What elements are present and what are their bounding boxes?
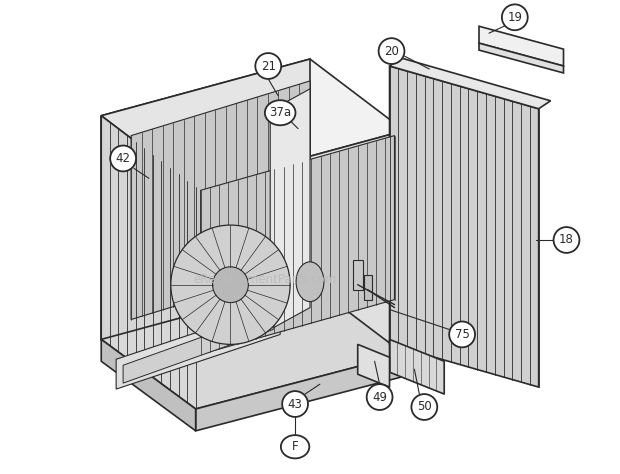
Circle shape: [213, 267, 249, 302]
Polygon shape: [364, 275, 371, 300]
Circle shape: [502, 4, 528, 30]
Polygon shape: [116, 305, 280, 389]
Circle shape: [255, 53, 281, 79]
Circle shape: [379, 38, 404, 64]
Polygon shape: [123, 311, 273, 383]
Polygon shape: [196, 131, 404, 409]
Text: 50: 50: [417, 401, 432, 413]
Circle shape: [171, 225, 290, 345]
Text: 43: 43: [288, 398, 303, 410]
Polygon shape: [196, 354, 404, 431]
Text: 49: 49: [372, 391, 387, 403]
Polygon shape: [131, 81, 310, 319]
Text: 20: 20: [384, 45, 399, 58]
Text: 42: 42: [115, 152, 131, 165]
Text: 75: 75: [454, 328, 469, 341]
Circle shape: [366, 384, 392, 410]
Text: F: F: [292, 440, 298, 453]
Polygon shape: [270, 89, 310, 329]
Polygon shape: [101, 116, 196, 409]
Polygon shape: [201, 136, 394, 354]
Polygon shape: [353, 260, 363, 290]
Polygon shape: [101, 59, 404, 187]
Polygon shape: [389, 66, 539, 387]
Polygon shape: [101, 283, 404, 409]
Polygon shape: [389, 339, 444, 394]
Polygon shape: [101, 339, 196, 431]
Circle shape: [110, 146, 136, 172]
Circle shape: [554, 227, 580, 253]
Polygon shape: [101, 59, 310, 339]
Circle shape: [412, 394, 437, 420]
Polygon shape: [358, 345, 389, 387]
Text: 19: 19: [507, 11, 522, 24]
Polygon shape: [389, 58, 551, 109]
Text: 37a: 37a: [269, 106, 291, 119]
Polygon shape: [479, 43, 564, 73]
Polygon shape: [479, 26, 564, 66]
Circle shape: [449, 321, 475, 347]
Circle shape: [282, 391, 308, 417]
Text: 18: 18: [559, 234, 574, 246]
Polygon shape: [101, 116, 196, 409]
Ellipse shape: [296, 262, 324, 301]
Text: 21: 21: [261, 60, 276, 73]
Ellipse shape: [281, 435, 309, 458]
Ellipse shape: [265, 100, 296, 125]
Text: eReplacementParts.com: eReplacementParts.com: [193, 273, 337, 286]
